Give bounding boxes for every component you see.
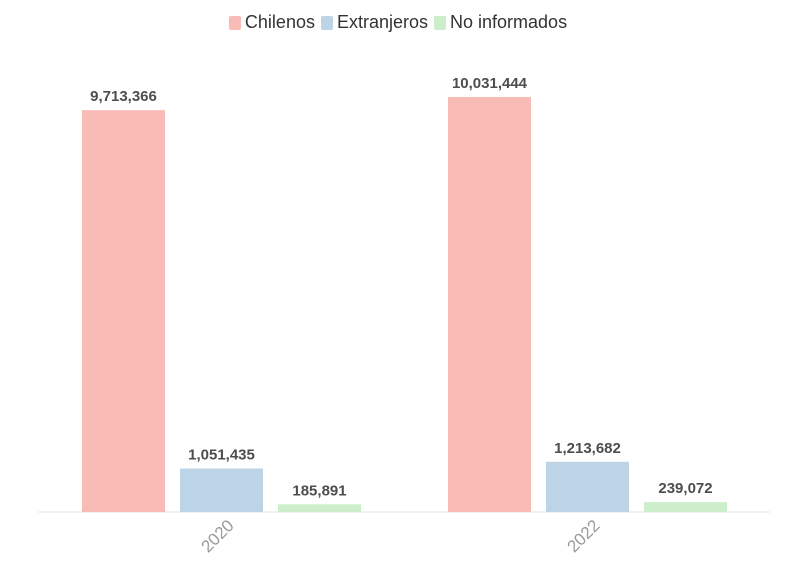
bar-extranjeros-2020[interactable] (180, 468, 263, 512)
legend-swatch-chilenos (228, 15, 241, 30)
legend-swatch-extranjeros (320, 15, 333, 30)
legend-item-extranjeros[interactable]: Extranjeros (320, 12, 429, 33)
data-label-chilenos-2020: 9,713,366 (90, 88, 157, 105)
x-tick-label-2020: 2020 (198, 516, 238, 556)
legend-swatch-no-informados (434, 15, 447, 30)
bar-extranjeros-2022[interactable] (546, 461, 629, 512)
legend-label-extranjeros: Extranjeros (336, 12, 429, 32)
data-label-chilenos-2022: 10,031,444 (452, 75, 528, 92)
legend-label-chilenos: Chilenos (244, 12, 315, 32)
bar-no-informados-2022[interactable] (644, 502, 727, 512)
legend: Chilenos Extranjeros No informados (0, 12, 796, 33)
x-tick-label-2022: 2022 (564, 516, 604, 556)
bar-chilenos-2020[interactable] (82, 110, 165, 512)
legend-label-no-informados: No informados (450, 12, 568, 32)
bar-chilenos-2022[interactable] (448, 97, 531, 512)
data-label-extranjeros-2022: 1,213,682 (554, 440, 621, 457)
data-label-no-informados-2022: 239,072 (658, 480, 712, 497)
legend-item-no-informados[interactable]: No informados (434, 12, 567, 33)
data-label-no-informados-2020: 185,891 (292, 482, 346, 499)
data-label-extranjeros-2020: 1,051,435 (188, 447, 255, 464)
bar-no-informados-2020[interactable] (278, 504, 361, 512)
legend-item-chilenos[interactable]: Chilenos (228, 12, 315, 33)
